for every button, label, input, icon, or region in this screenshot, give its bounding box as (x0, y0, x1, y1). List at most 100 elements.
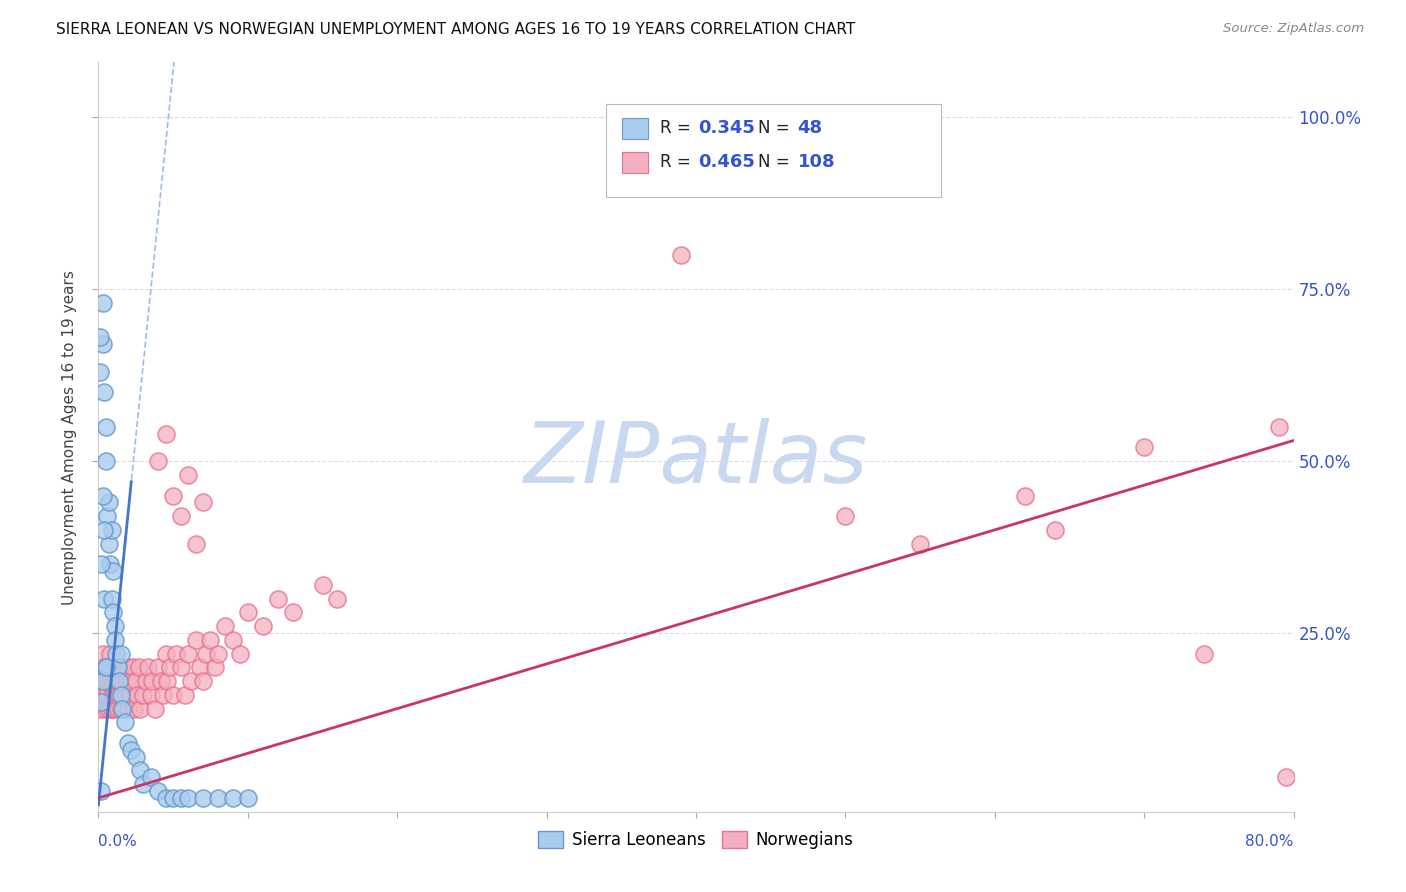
Point (90, 784, 112, 798)
Point (150, 674, 173, 689)
Point (191, 791, 214, 805)
Point (745, 111, 768, 125)
Point (207, 791, 229, 805)
Point (169, 791, 191, 805)
Point (252, 619, 274, 633)
Legend: Sierra Leoneans, Norwegians: Sierra Leoneans, Norwegians (531, 824, 860, 855)
Point (132, 777, 155, 791)
Point (125, 749, 148, 764)
Point (311, 578, 333, 592)
Point (177, 647, 200, 661)
Point (1014, 489, 1036, 503)
Point (104, 688, 127, 702)
Point (93, 674, 115, 689)
Point (93, 523, 115, 537)
Text: 80.0%: 80.0% (1246, 834, 1294, 849)
Point (94, 701, 117, 715)
Point (281, 606, 304, 620)
Point (114, 715, 136, 730)
Point (200, 632, 222, 647)
Point (128, 660, 150, 674)
Point (101, 591, 124, 606)
FancyBboxPatch shape (621, 118, 648, 139)
Point (94, 660, 117, 674)
FancyBboxPatch shape (621, 152, 648, 172)
Point (91, 674, 114, 689)
Text: 0.345: 0.345 (699, 120, 755, 137)
Point (1133, 441, 1156, 455)
Point (105, 674, 128, 689)
Point (155, 647, 177, 661)
Point (148, 660, 170, 674)
Point (104, 619, 127, 633)
Point (103, 688, 125, 702)
FancyBboxPatch shape (606, 103, 941, 197)
Text: R =: R = (661, 120, 696, 137)
Point (191, 674, 214, 689)
Point (162, 489, 184, 503)
Point (89, 330, 111, 344)
Point (97, 701, 120, 715)
Point (101, 701, 124, 715)
Point (143, 701, 166, 715)
Point (103, 606, 125, 620)
Point (97, 495, 120, 509)
Point (222, 632, 245, 647)
Point (236, 791, 259, 805)
Point (117, 736, 139, 750)
Point (326, 591, 349, 606)
Point (214, 619, 236, 633)
Point (834, 509, 856, 524)
Point (107, 688, 129, 702)
Point (775, 111, 797, 125)
Point (139, 688, 162, 702)
Point (91, 647, 114, 661)
Point (177, 467, 200, 482)
Point (195, 647, 218, 661)
Point (91, 337, 114, 351)
Point (90, 660, 112, 674)
Point (105, 647, 128, 661)
Point (90, 695, 112, 709)
Point (191, 495, 214, 509)
Point (111, 688, 134, 702)
Point (177, 791, 200, 805)
Point (136, 660, 159, 674)
Point (229, 647, 252, 661)
Point (91, 674, 114, 689)
Point (159, 660, 181, 674)
Point (129, 764, 152, 778)
Text: 0.465: 0.465 (699, 153, 755, 171)
Point (129, 701, 152, 715)
Point (118, 688, 141, 702)
Point (188, 660, 211, 674)
Point (1267, 419, 1289, 434)
Point (101, 523, 124, 537)
Point (91, 296, 114, 310)
Point (737, 111, 759, 125)
Point (655, 111, 678, 125)
Point (94, 419, 117, 434)
Point (98, 558, 122, 572)
Point (120, 743, 142, 757)
Point (97, 536, 120, 550)
Point (93, 385, 115, 400)
Point (723, 111, 745, 125)
Point (91, 489, 114, 503)
Point (152, 688, 174, 702)
Point (120, 674, 142, 689)
Point (104, 701, 127, 715)
Point (139, 770, 162, 784)
Point (222, 791, 245, 805)
Point (103, 564, 125, 578)
Point (669, 248, 692, 262)
Point (101, 688, 124, 702)
Point (94, 660, 117, 674)
Point (127, 688, 149, 702)
Text: R =: R = (661, 153, 696, 171)
Point (162, 688, 184, 702)
Point (96, 688, 118, 702)
Point (110, 660, 132, 674)
Point (132, 688, 155, 702)
Text: ZIPatlas: ZIPatlas (524, 418, 868, 501)
